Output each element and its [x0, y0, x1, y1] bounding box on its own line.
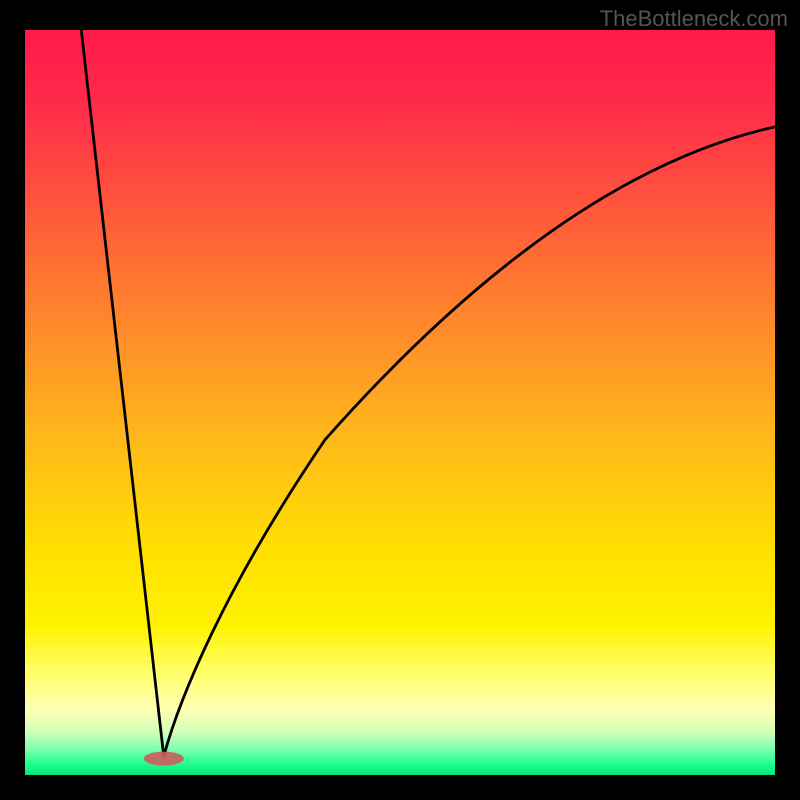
chart-plot-background [25, 30, 775, 775]
watermark-text: TheBottleneck.com [600, 6, 788, 32]
chart-container: TheBottleneck.com [0, 0, 800, 800]
bottleneck-chart [0, 0, 800, 800]
dip-marker [144, 752, 184, 766]
